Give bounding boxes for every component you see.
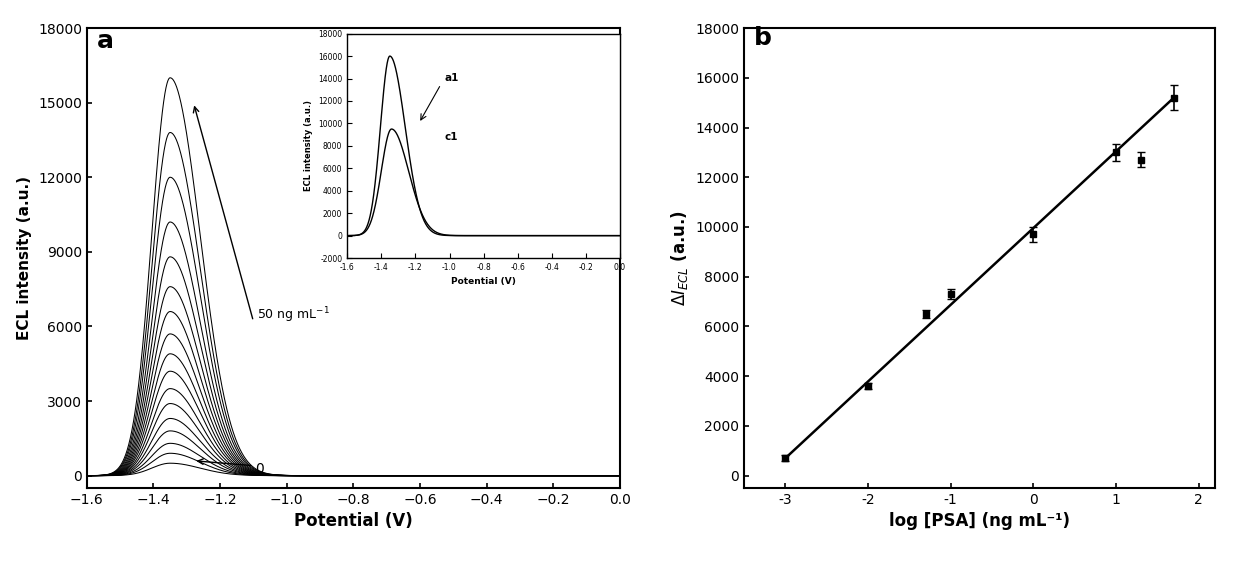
Text: 50 ng mL$^{-1}$: 50 ng mL$^{-1}$ bbox=[257, 305, 330, 325]
X-axis label: log [PSA] (ng mL⁻¹): log [PSA] (ng mL⁻¹) bbox=[889, 513, 1070, 531]
X-axis label: Potential (V): Potential (V) bbox=[294, 513, 413, 531]
Text: a1: a1 bbox=[444, 73, 459, 83]
Y-axis label: ECL intensity (a.u.): ECL intensity (a.u.) bbox=[17, 176, 32, 340]
Text: b: b bbox=[754, 26, 771, 50]
Text: a: a bbox=[97, 29, 114, 53]
Y-axis label: $\Delta I_{ECL}$ (a.u.): $\Delta I_{ECL}$ (a.u.) bbox=[668, 210, 689, 306]
Text: 0: 0 bbox=[255, 462, 264, 476]
Y-axis label: ECL intensity (a.u.): ECL intensity (a.u.) bbox=[304, 100, 312, 191]
X-axis label: Potential (V): Potential (V) bbox=[451, 278, 516, 287]
Text: c1: c1 bbox=[444, 132, 458, 142]
